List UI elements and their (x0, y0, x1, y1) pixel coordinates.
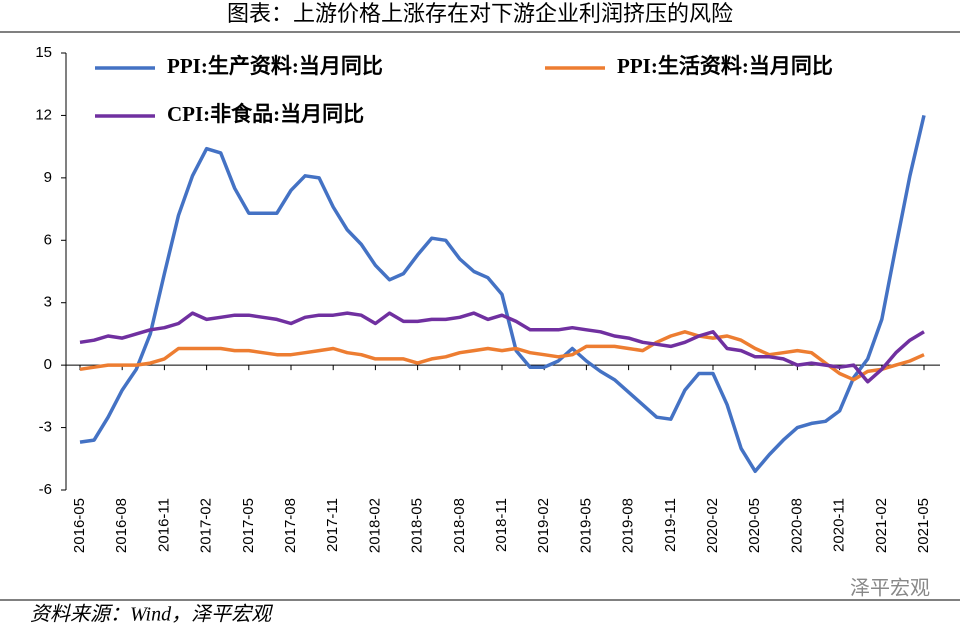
x-tick-label: 2021-02 (873, 498, 890, 553)
series-line (79, 115, 926, 474)
y-tick-label: -6 (39, 481, 52, 498)
x-tick-label: 2017-11 (324, 498, 341, 552)
x-tick-label: 2020-02 (704, 498, 721, 553)
watermark: 泽平宏观 (850, 577, 930, 600)
legend-label: CPI:非食品:当月同比 (167, 102, 364, 126)
x-tick-label: 2021-05 (915, 498, 932, 553)
y-tick-label: 3 (44, 294, 52, 311)
x-tick-label: 2020-08 (788, 498, 805, 553)
x-tick-label: 2020-11 (831, 498, 848, 552)
x-tick-label: 2020-05 (746, 498, 763, 553)
legend-label: PPI:生产资料:当月同比 (167, 54, 383, 78)
x-tick-label: 2018-11 (493, 498, 510, 552)
legend-label: PPI:生活资料:当月同比 (617, 54, 833, 78)
x-tick-label: 2019-05 (577, 498, 594, 553)
series-line (79, 330, 925, 382)
series-line (79, 311, 925, 384)
x-tick-label: 2017-02 (198, 498, 215, 553)
y-tick-label: 9 (44, 169, 52, 186)
x-tick-label: 2016-05 (71, 498, 88, 553)
x-tick-label: 2017-05 (240, 498, 257, 553)
x-tick-label: 2016-11 (155, 498, 172, 552)
x-tick-label: 2017-08 (282, 498, 299, 553)
y-tick-label: -3 (39, 419, 52, 436)
chart-title: 图表：上游价格上涨存在对下游企业利润挤压的风险 (227, 1, 733, 26)
y-tick-label: 12 (35, 106, 52, 123)
x-tick-label: 2018-05 (409, 498, 426, 553)
y-tick-label: 0 (44, 356, 52, 373)
x-tick-label: 2019-11 (662, 498, 679, 552)
y-tick-label: 15 (35, 44, 52, 61)
x-tick-label: 2016-08 (113, 498, 130, 553)
x-tick-label: 2019-08 (620, 498, 637, 553)
x-tick-label: 2019-02 (535, 498, 552, 553)
source: 资料来源：Wind，泽平宏观 (30, 604, 273, 626)
y-tick-label: 6 (44, 231, 52, 248)
x-tick-label: 2018-08 (451, 498, 468, 553)
x-tick-label: 2018-02 (366, 498, 383, 553)
